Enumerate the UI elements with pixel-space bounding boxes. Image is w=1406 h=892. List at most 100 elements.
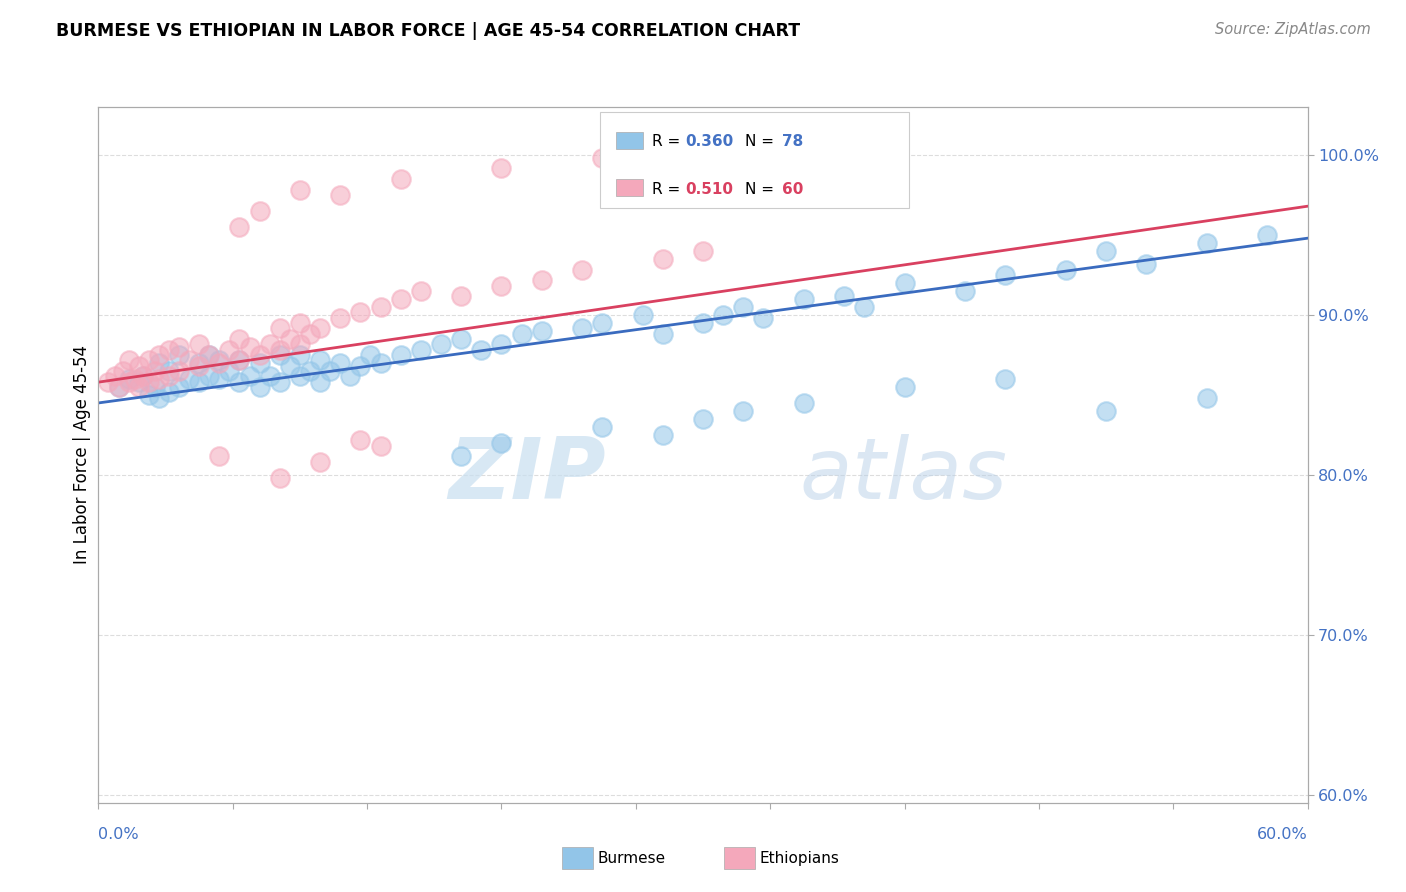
Point xyxy=(148,372,170,386)
Point xyxy=(228,352,250,367)
Point xyxy=(239,340,262,354)
Point xyxy=(339,368,361,383)
Point xyxy=(118,352,141,367)
Point xyxy=(118,372,141,386)
Point xyxy=(470,343,492,358)
Point xyxy=(208,449,231,463)
Point xyxy=(329,311,352,326)
Point xyxy=(409,343,432,358)
Point xyxy=(309,320,332,334)
Point xyxy=(278,359,301,373)
Text: R =: R = xyxy=(652,135,685,149)
Point xyxy=(157,364,180,378)
Point xyxy=(733,300,755,314)
Point xyxy=(329,356,352,370)
Point xyxy=(269,343,291,358)
Point xyxy=(651,428,673,442)
Point xyxy=(430,336,453,351)
Point xyxy=(138,375,160,389)
Point xyxy=(360,348,382,362)
Point xyxy=(733,404,755,418)
Point xyxy=(370,300,392,314)
Point xyxy=(299,327,322,342)
Point xyxy=(143,380,166,394)
Point xyxy=(349,433,371,447)
Text: 0.0%: 0.0% xyxy=(98,827,139,841)
Point xyxy=(510,327,533,342)
Point xyxy=(349,359,371,373)
Point xyxy=(491,279,513,293)
Point xyxy=(143,364,166,378)
Point xyxy=(167,364,190,378)
Point xyxy=(198,368,221,383)
Point xyxy=(491,436,513,450)
Point xyxy=(309,375,332,389)
Point xyxy=(249,348,271,362)
Point xyxy=(132,368,155,383)
Point xyxy=(1054,263,1077,277)
Point xyxy=(132,368,155,383)
Point xyxy=(1095,404,1118,418)
Point xyxy=(228,352,250,367)
Point xyxy=(530,273,553,287)
Point xyxy=(309,352,332,367)
Point xyxy=(450,449,472,463)
Point xyxy=(389,348,412,362)
Text: BURMESE VS ETHIOPIAN IN LABOR FORCE | AGE 45-54 CORRELATION CHART: BURMESE VS ETHIOPIAN IN LABOR FORCE | AG… xyxy=(56,22,800,40)
Point xyxy=(893,276,915,290)
Point xyxy=(329,188,352,202)
Point xyxy=(309,455,332,469)
Point xyxy=(370,439,392,453)
Point xyxy=(389,292,412,306)
Point xyxy=(591,316,613,330)
Point xyxy=(198,348,221,362)
Point xyxy=(118,375,141,389)
Point xyxy=(288,183,311,197)
Point xyxy=(288,348,311,362)
Point xyxy=(128,375,150,389)
Point xyxy=(692,244,714,258)
Text: 78: 78 xyxy=(782,135,803,149)
Point xyxy=(994,268,1017,282)
Point xyxy=(591,420,613,434)
Point xyxy=(239,368,262,383)
Point xyxy=(198,348,221,362)
Point xyxy=(167,380,190,394)
Point xyxy=(167,340,190,354)
Point xyxy=(128,359,150,373)
Point xyxy=(288,336,311,351)
Point xyxy=(571,263,593,277)
Point xyxy=(103,368,125,383)
Point xyxy=(167,348,190,362)
Point xyxy=(591,151,613,165)
Point xyxy=(138,352,160,367)
Point xyxy=(111,364,134,378)
Point xyxy=(188,359,211,373)
Text: 60.0%: 60.0% xyxy=(1257,827,1308,841)
Y-axis label: In Labor Force | Age 45-54: In Labor Force | Age 45-54 xyxy=(73,345,91,565)
Point xyxy=(269,320,291,334)
Point xyxy=(711,308,734,322)
Point xyxy=(994,372,1017,386)
Point xyxy=(208,356,231,370)
Text: 0.360: 0.360 xyxy=(685,135,733,149)
Point xyxy=(97,375,120,389)
Point xyxy=(188,336,211,351)
Point xyxy=(249,204,271,219)
Point xyxy=(288,368,311,383)
Point xyxy=(389,172,412,186)
Text: 0.510: 0.510 xyxy=(685,182,733,196)
Text: atlas: atlas xyxy=(800,434,1008,517)
Point xyxy=(218,364,240,378)
Point xyxy=(228,219,250,234)
Point xyxy=(893,380,915,394)
Point xyxy=(259,368,281,383)
Point xyxy=(631,308,654,322)
Point xyxy=(148,348,170,362)
Point xyxy=(228,375,250,389)
Point xyxy=(651,252,673,266)
Point xyxy=(157,368,180,383)
FancyBboxPatch shape xyxy=(600,112,908,208)
Point xyxy=(249,356,271,370)
Point xyxy=(188,375,211,389)
